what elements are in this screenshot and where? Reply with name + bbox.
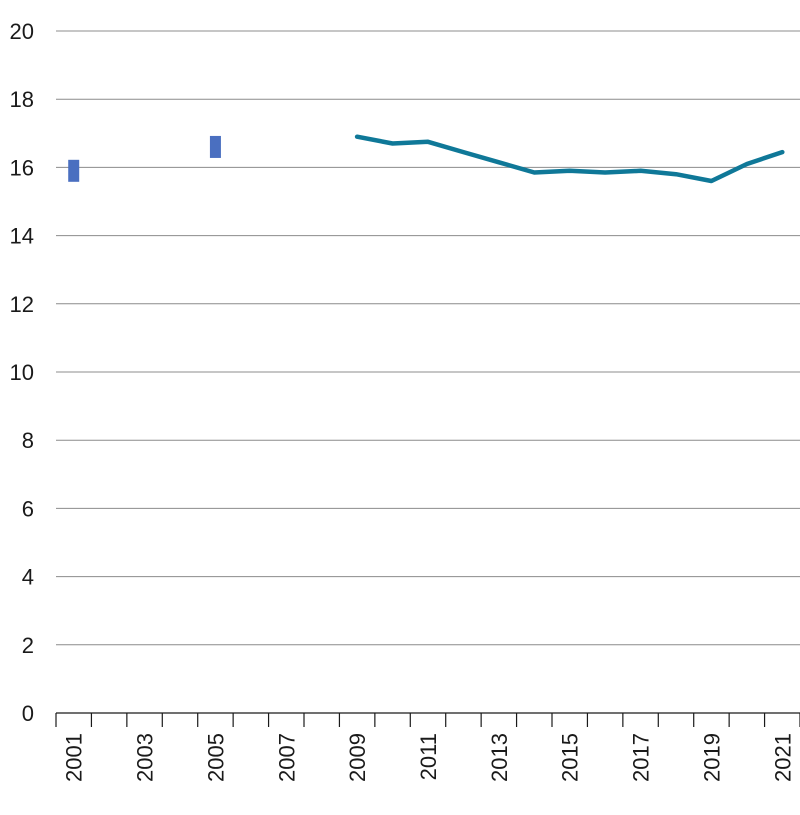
x-axis — [55, 712, 800, 727]
x-tick-label: 2013 — [487, 733, 512, 782]
y-tick-label: 12 — [10, 292, 34, 317]
y-tick-label: 0 — [22, 701, 34, 726]
y-tick-label: 4 — [22, 565, 34, 590]
y-tick-label: 20 — [10, 19, 34, 44]
x-tick-label: 2001 — [62, 733, 87, 782]
y-tick-label: 10 — [10, 360, 34, 385]
point-marker-2005 — [209, 135, 221, 158]
grid-lines — [56, 30, 800, 646]
series-layer — [68, 134, 785, 184]
x-tick-label: 2005 — [203, 733, 228, 782]
y-tick-label: 14 — [10, 224, 34, 249]
x-tick-label: 2015 — [558, 733, 583, 782]
x-tick-label: 2019 — [699, 733, 724, 782]
x-tick-label: 2009 — [345, 733, 370, 782]
x-axis-labels: 2001 2003 2005 2007 2009 2011 2013 2015 2017 2019… — [62, 733, 796, 782]
y-tick-label: 6 — [22, 496, 34, 521]
x-tick-label: 2003 — [133, 733, 158, 782]
point-marker-2001 — [68, 159, 80, 182]
y-tick-label: 8 — [22, 428, 34, 453]
y-tick-label: 16 — [10, 155, 34, 180]
y-axis-labels: 0 2 4 6 8 10 12 14 16 18 20 — [10, 19, 34, 726]
y-tick-label: 18 — [10, 87, 34, 112]
y-tick-label: 2 — [22, 633, 34, 658]
series-line — [354, 134, 785, 184]
x-tick-label: 2007 — [274, 733, 299, 782]
x-tick-label: 2011 — [416, 733, 441, 780]
x-tick-label: 2021 — [770, 733, 795, 782]
x-tick-label: 2017 — [629, 733, 654, 782]
